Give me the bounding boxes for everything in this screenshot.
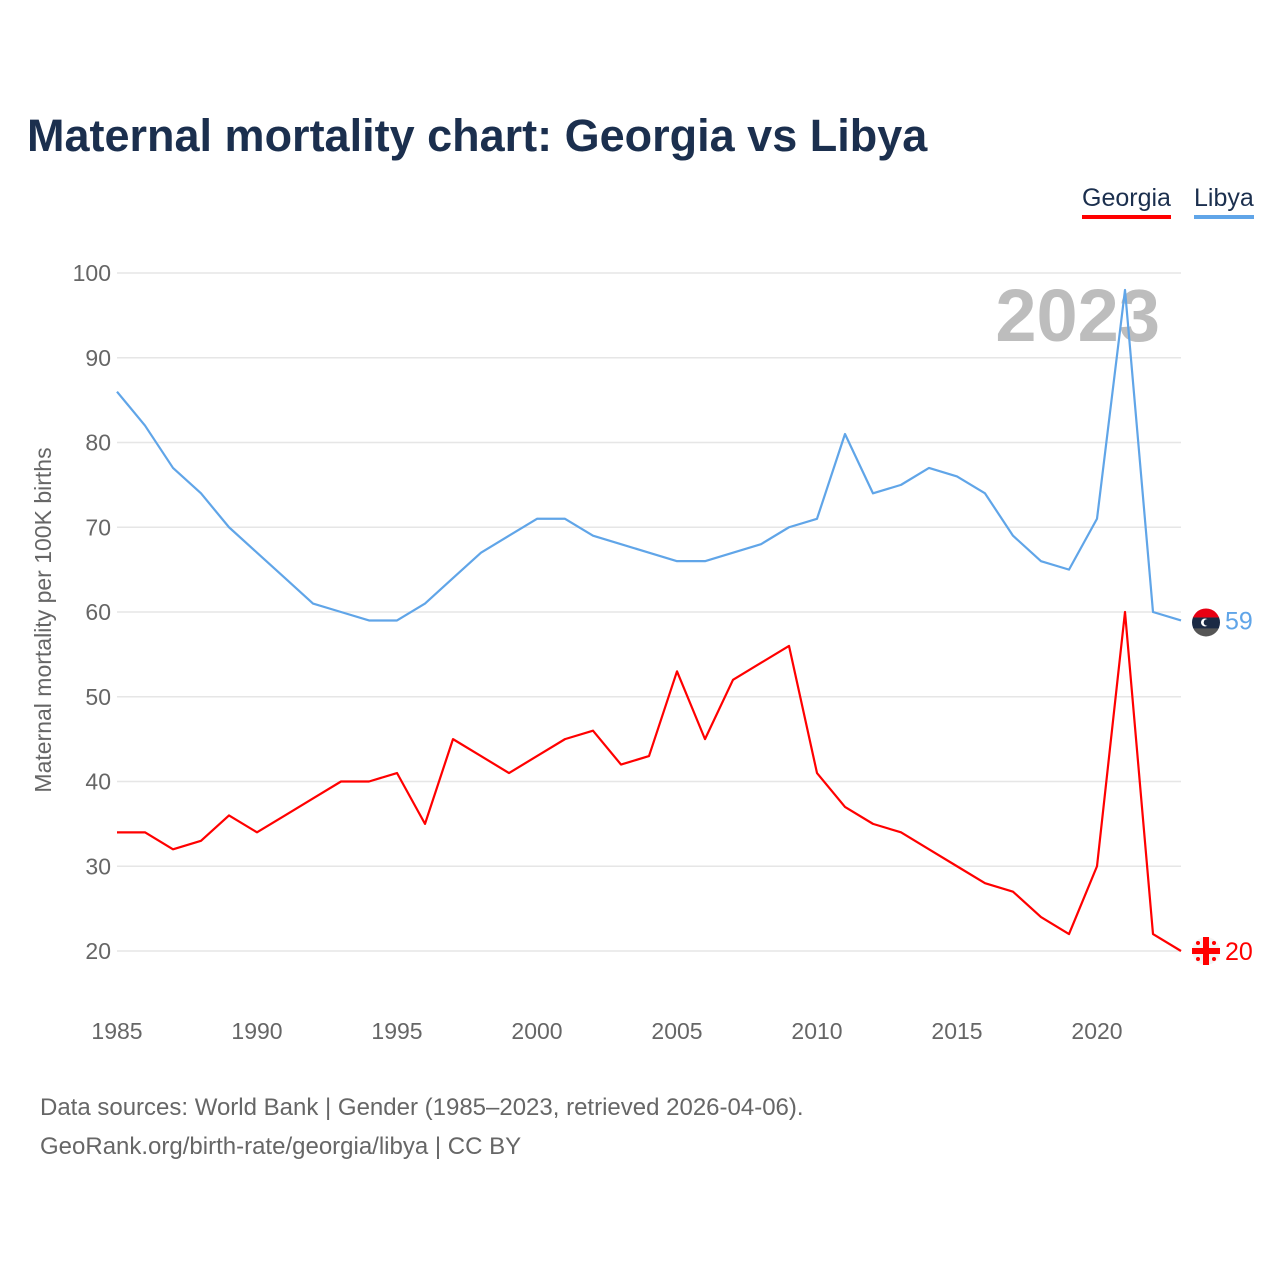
- end-label-libya: 59: [1225, 607, 1253, 635]
- x-tick-label: 2000: [511, 1018, 562, 1044]
- chart-title: Maternal mortality chart: Georgia vs Lib…: [27, 110, 928, 161]
- end-label-georgia: 20: [1225, 938, 1253, 966]
- x-tick-label: 2020: [1071, 1018, 1122, 1044]
- y-tick-label: 20: [85, 938, 111, 964]
- source-line-2[interactable]: GeoRank.org/birth-rate/georgia/libya | C…: [40, 1133, 522, 1160]
- source-line-1: Data sources: World Bank | Gender (1985–…: [40, 1094, 804, 1121]
- legend-georgia[interactable]: Georgia: [1082, 184, 1171, 219]
- x-tick-label: 2010: [791, 1018, 842, 1044]
- x-tick-label: 1995: [371, 1018, 422, 1044]
- series-line-georgia: [117, 610, 1182, 952]
- legend-libya[interactable]: Libya: [1194, 184, 1254, 219]
- y-tick-label: 70: [85, 514, 111, 540]
- y-tick-label: 90: [85, 345, 111, 371]
- y-tick-label: 60: [85, 599, 111, 625]
- source-note: Data sources: World Bank | Gender (1985–…: [40, 1088, 804, 1166]
- year-watermark: 2023: [995, 274, 1160, 357]
- x-tick-label: 1985: [91, 1018, 142, 1044]
- series-line-libya: [116, 288, 1182, 622]
- y-tick-label: 50: [85, 684, 111, 710]
- flag-libya-icon: [1192, 608, 1220, 637]
- x-tick-label: 2015: [931, 1018, 982, 1044]
- y-tick-label: 100: [73, 260, 111, 286]
- flag-georgia-icon: [1192, 937, 1220, 965]
- y-tick-label: 80: [85, 430, 111, 456]
- y-axis-label: Maternal mortality per 100K births: [30, 447, 56, 792]
- y-tick-label: 40: [85, 769, 111, 795]
- x-tick-label: 2005: [651, 1018, 702, 1044]
- y-tick-label: 30: [85, 853, 111, 879]
- x-tick-label: 1990: [231, 1018, 282, 1044]
